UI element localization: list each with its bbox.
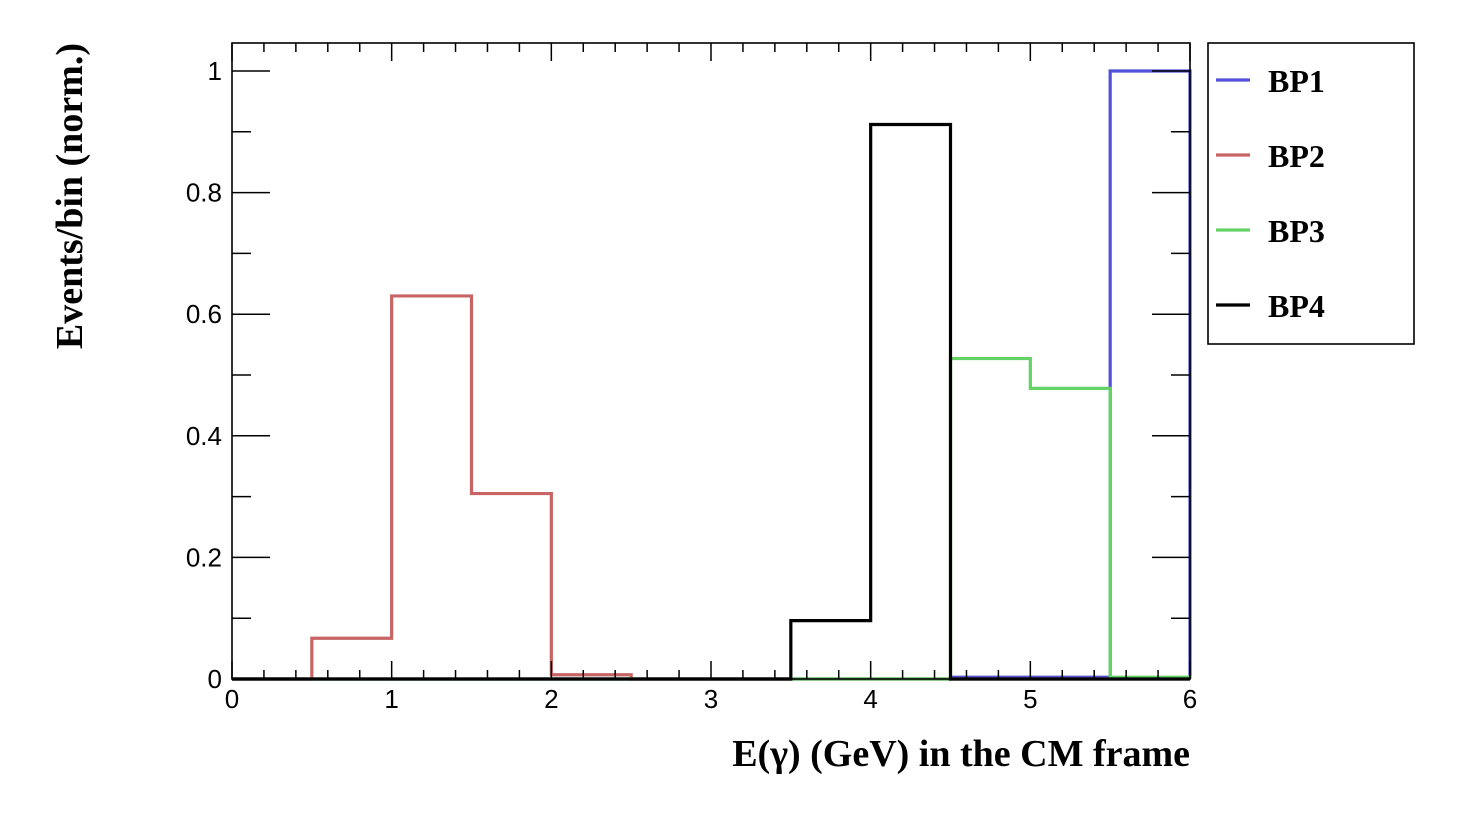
x-tick-label: 5: [1023, 684, 1037, 714]
x-tick-label: 6: [1183, 684, 1197, 714]
legend-label-bp2: BP2: [1268, 138, 1325, 174]
y-tick-label: 1: [208, 56, 222, 86]
x-tick-label: 2: [544, 684, 558, 714]
legend-box: [1207, 42, 1415, 345]
x-tick-labels: 0 1 2 3 4 5 6: [225, 684, 1197, 714]
x-tick-label: 0: [225, 684, 239, 714]
legend-label-bp4: BP4: [1268, 288, 1325, 324]
x-tick-label: 1: [384, 684, 398, 714]
y-tick-label: 0.6: [186, 299, 222, 329]
x-axis-label: E(γ) (GeV) in the CM frame: [732, 733, 1190, 775]
x-tick-label: 3: [704, 684, 718, 714]
y-tick-label: 0.2: [186, 542, 222, 572]
axis-ticks: [231, 43, 1191, 680]
series-group: [232, 69, 1192, 681]
y-tick-labels: 0 0.2 0.4 0.6 0.8 1: [186, 56, 222, 694]
series-line-bp2: [232, 294, 1190, 681]
legend-label-bp1: BP1: [1268, 63, 1325, 99]
x-tick-label: 4: [863, 684, 877, 714]
y-tick-label: 0.4: [186, 421, 222, 451]
series-line-bp1: [232, 69, 1192, 681]
series-line-bp3: [232, 356, 1192, 681]
legend: BP1 BP2 BP3 BP4: [1207, 42, 1415, 345]
legend-label-bp3: BP3: [1268, 213, 1325, 249]
y-tick-label: 0: [208, 664, 222, 694]
plot-frame: [231, 42, 1191, 680]
y-tick-label: 0.8: [186, 178, 222, 208]
series-line-bp4: [232, 122, 1190, 681]
y-axis-label: Events/bin (norm.): [49, 43, 91, 349]
